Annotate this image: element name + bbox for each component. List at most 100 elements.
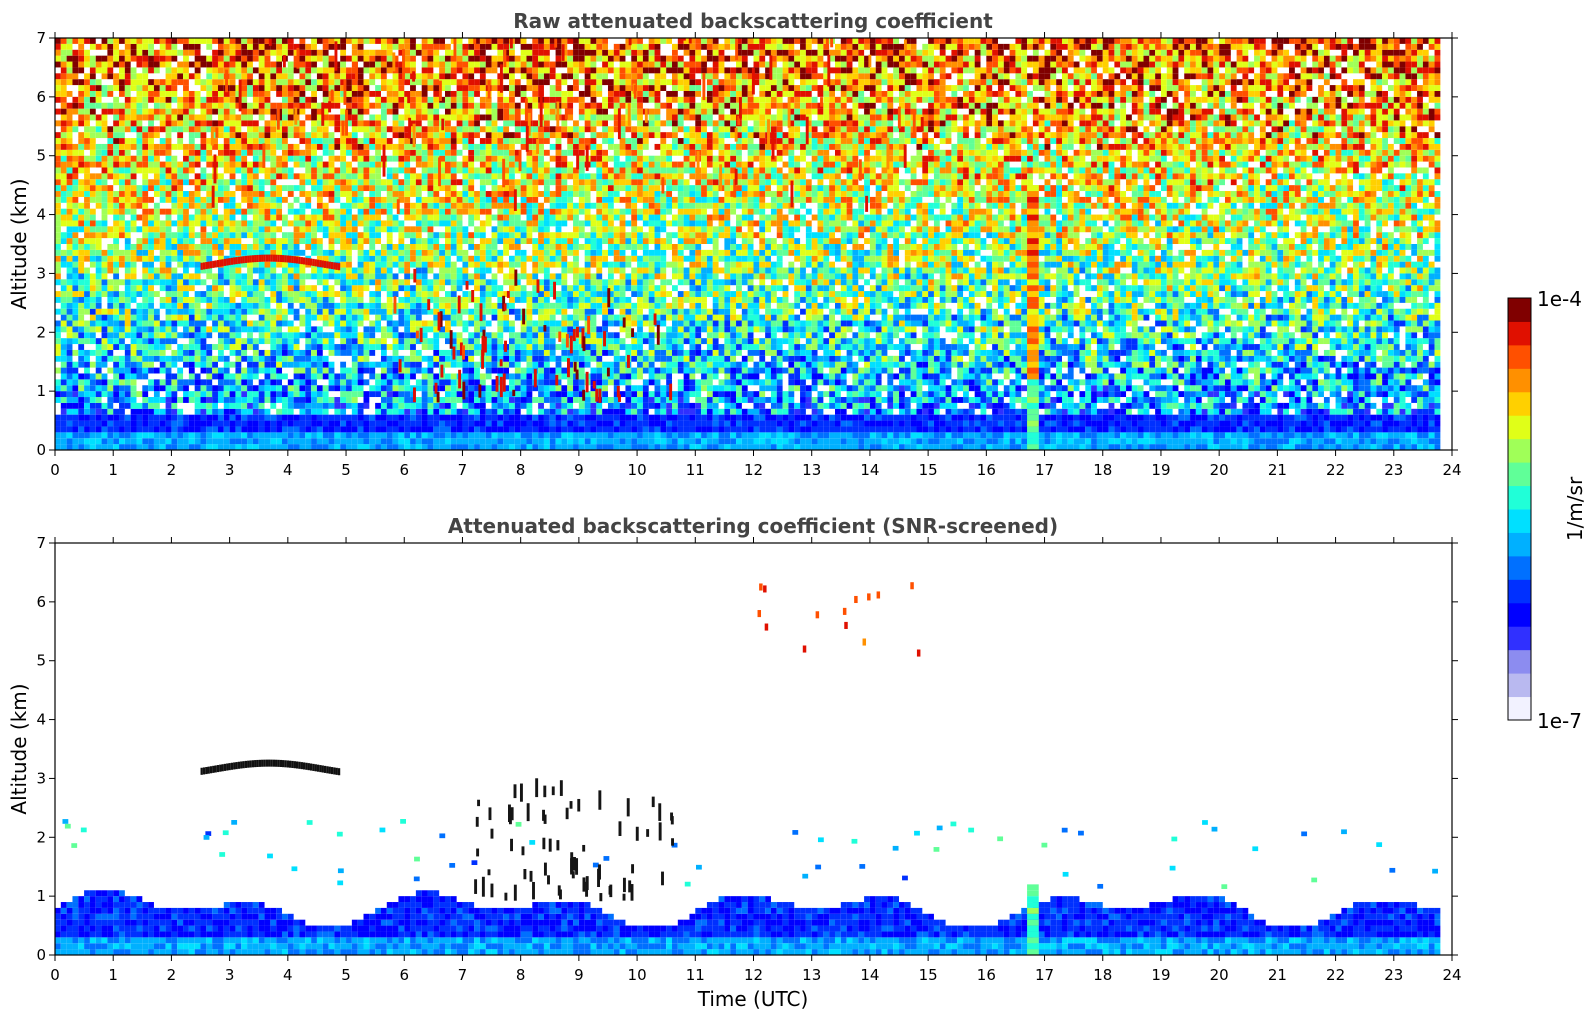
backscatter-cell (369, 202, 376, 209)
backscatter-cell (386, 185, 393, 192)
backscatter-cell (474, 114, 480, 121)
backscatter-cell (526, 226, 533, 233)
backscatter-cell (119, 120, 125, 127)
backscatter-cell (526, 214, 533, 221)
backscatter-cell (450, 232, 457, 239)
backscatter-cell (462, 338, 469, 345)
backscatter-cell (142, 185, 149, 192)
backscatter-cell (288, 32, 294, 38)
backscatter-cell (375, 102, 381, 109)
backscatter-cell (369, 90, 376, 97)
backscatter-cell (328, 196, 335, 203)
backscatter-cell (456, 332, 463, 339)
backscatter-cell (538, 296, 544, 303)
backscatter-cell (247, 85, 253, 91)
backscatter-cell (136, 226, 143, 233)
backscatter-cell (526, 49, 533, 56)
backscatter-cell (194, 408, 201, 415)
backscatter-cell (503, 408, 510, 415)
backscatter-cell (532, 73, 539, 80)
backscatter-cell (258, 367, 265, 374)
backscatter-cell (474, 61, 480, 68)
backscatter-cell (375, 373, 381, 380)
backscatter-cell (235, 373, 242, 380)
backscatter-cell (497, 214, 504, 221)
backscatter-cell (479, 173, 486, 180)
backscatter-cell (363, 202, 370, 209)
backscatter-cell (369, 302, 376, 309)
backscatter-cell (462, 261, 469, 268)
backscatter-cell (60, 355, 67, 362)
backscatter-cell (282, 332, 288, 339)
backscatter-cell (183, 326, 189, 333)
backscatter-cell (188, 391, 195, 398)
backscatter-cell (328, 373, 335, 380)
backscatter-cell (60, 73, 67, 80)
backscatter-cell (293, 273, 300, 280)
backscatter-cell (200, 255, 207, 262)
backscatter-cell (124, 320, 131, 327)
backscatter-cell (258, 132, 265, 139)
backscatter-cell (130, 267, 137, 274)
backscatter-cell (171, 385, 178, 392)
backscatter-cell (398, 314, 405, 321)
backscatter-cell (316, 214, 323, 221)
backscatter-cell (107, 326, 114, 333)
backscatter-cell (177, 126, 184, 133)
backscatter-cell (183, 55, 189, 62)
backscatter-cell (532, 132, 539, 139)
backscatter-cell (549, 132, 556, 139)
backscatter-cell (188, 191, 195, 197)
backscatter-cell (276, 373, 283, 380)
backscatter-cell (200, 244, 207, 250)
backscatter-cell (206, 397, 213, 403)
backscatter-cell (89, 249, 96, 256)
backscatter-cell (130, 326, 137, 333)
backscatter-cell (287, 114, 294, 121)
backscatter-cell (276, 385, 283, 392)
backscatter-cell (311, 167, 317, 174)
backscatter-cell (410, 114, 416, 121)
backscatter-cell (375, 73, 381, 80)
backscatter-cell (229, 397, 236, 403)
backscatter-cell (200, 79, 207, 86)
backscatter-cell (60, 291, 67, 297)
backscatter-cell (450, 379, 457, 386)
backscatter-cell (543, 61, 550, 68)
backscatter-cell (415, 244, 422, 250)
backscatter-cell (398, 220, 405, 227)
backscatter-cell (404, 155, 411, 162)
backscatter-cell (340, 249, 347, 256)
backscatter-cell (398, 90, 405, 97)
backscatter-cell (369, 138, 376, 144)
backscatter-cell (445, 61, 451, 68)
backscatter-cell (177, 214, 184, 221)
backscatter-cell (55, 196, 61, 203)
backscatter-cell (89, 385, 96, 392)
backscatter-cell (153, 132, 160, 139)
backscatter-cell (194, 385, 201, 392)
backscatter-cell (369, 161, 376, 168)
backscatter-cell (148, 38, 154, 44)
backscatter-cell (217, 244, 224, 250)
backscatter-cell (421, 132, 428, 139)
backscatter-cell (386, 249, 393, 256)
backscatter-cell (142, 73, 149, 80)
backscatter-cell (398, 49, 405, 56)
backscatter-cell (427, 73, 434, 80)
backscatter-cell (322, 120, 329, 127)
backscatter-cell (468, 402, 475, 409)
backscatter-cell (153, 397, 160, 403)
backscatter-cell (282, 238, 288, 244)
backscatter-cell (171, 361, 178, 368)
backscatter-cell (462, 96, 469, 103)
backscatter-cell (357, 296, 364, 303)
backscatter-cell (159, 408, 166, 415)
backscatter-cell (241, 73, 248, 80)
backscatter-cell (136, 367, 143, 374)
backscatter-cell (217, 344, 224, 350)
backscatter-cell (299, 238, 306, 244)
backscatter-cell (538, 161, 544, 168)
backscatter-cell (166, 32, 172, 38)
backscatter-cell (258, 43, 265, 50)
